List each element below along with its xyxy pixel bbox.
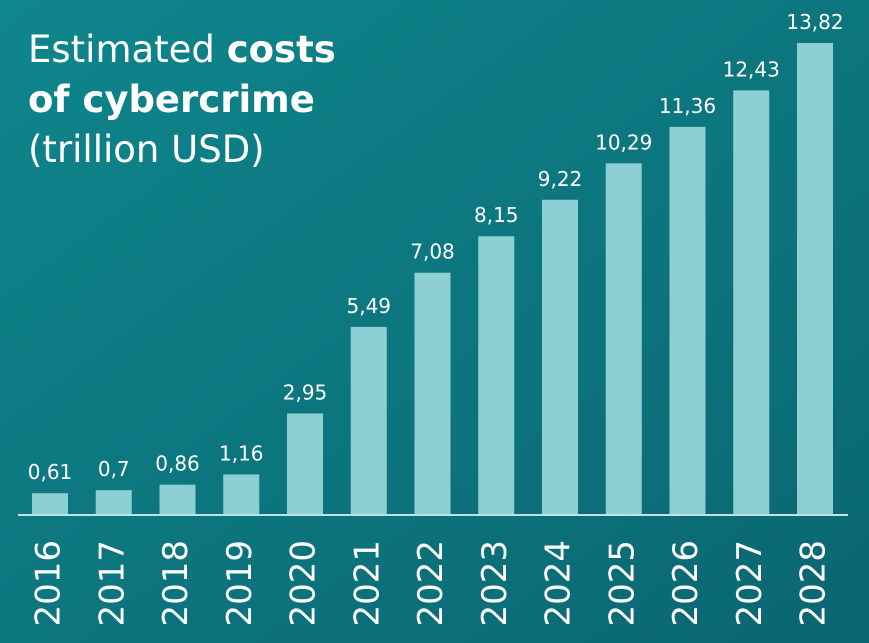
x-tick-label: 2017	[92, 540, 132, 627]
bar	[605, 163, 642, 514]
value-label: 7,08	[410, 240, 455, 264]
value-label: 12,43	[723, 57, 780, 81]
x-tick-label: 2023	[475, 540, 515, 627]
x-tick-label: 2021	[347, 540, 387, 627]
chart-title: of cybercrime	[28, 78, 315, 121]
x-tick-label: 2019	[220, 540, 260, 627]
x-tick-label: 2020	[284, 540, 324, 627]
x-tick-label: 2025	[602, 540, 642, 627]
bar	[414, 272, 451, 514]
value-label: 8,15	[474, 203, 519, 227]
x-tick-label: 2018	[156, 540, 196, 627]
x-tick-label: 2016	[29, 540, 69, 627]
chart-title: Estimated costs	[28, 28, 336, 71]
value-label: 13,82	[786, 10, 843, 34]
x-tick-label: 2028	[794, 540, 834, 627]
bar	[542, 199, 578, 514]
value-label: 0,61	[28, 460, 73, 484]
bar	[287, 413, 323, 514]
x-tick-label: 2022	[411, 540, 451, 627]
bar	[478, 236, 515, 515]
bar	[797, 43, 833, 514]
bar	[223, 474, 260, 514]
bar	[95, 490, 132, 514]
bar	[669, 126, 706, 514]
value-label: 2,95	[283, 380, 328, 404]
value-label: 0,7	[98, 457, 130, 481]
value-label: 11,36	[659, 94, 716, 118]
x-tick-label: 2027	[730, 540, 770, 627]
value-label: 9,22	[538, 167, 583, 191]
value-label: 0,86	[155, 452, 200, 476]
value-label: 1,16	[219, 441, 264, 465]
title-part: costs	[227, 28, 336, 71]
bar	[159, 484, 196, 514]
bar	[350, 326, 387, 514]
bar	[32, 493, 68, 514]
x-tick-label: 2026	[666, 540, 706, 627]
value-label: 10,29	[595, 130, 652, 154]
chart-subtitle: (trillion USD)	[28, 128, 265, 171]
bar	[733, 90, 770, 515]
x-tick-label: 2024	[539, 540, 579, 627]
title-part: Estimated	[28, 28, 215, 71]
value-label: 5,49	[346, 294, 391, 318]
